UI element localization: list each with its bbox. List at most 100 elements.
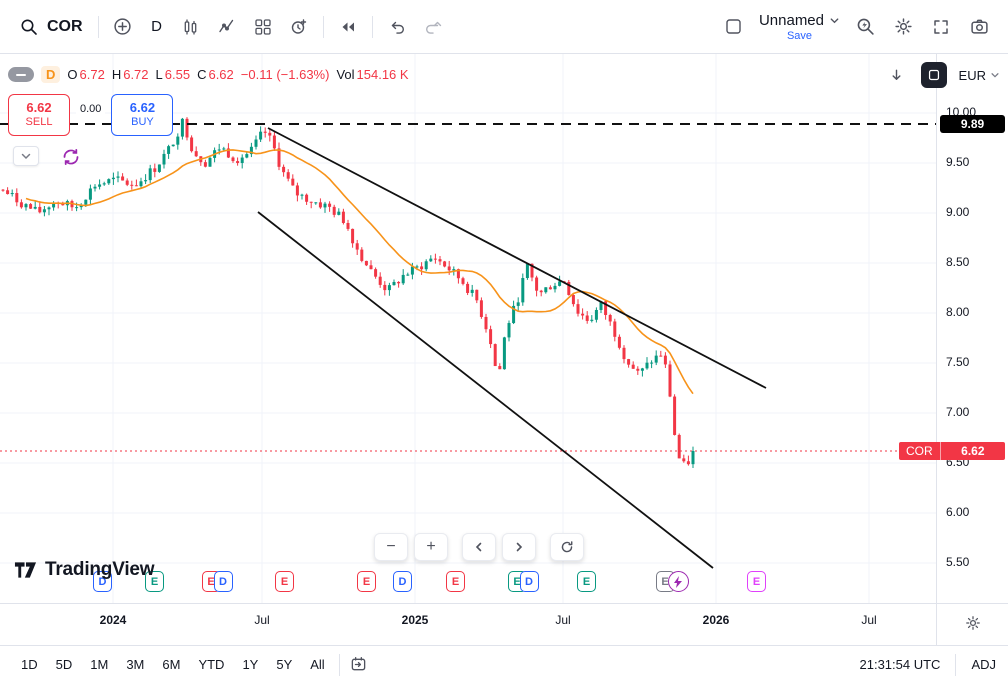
spread-value: 0.00: [76, 102, 106, 116]
event-badge[interactable]: E: [145, 571, 164, 592]
alert-button[interactable]: [282, 10, 316, 44]
top-toolbar: COR D: [0, 0, 1008, 54]
time-axis[interactable]: 2024 Jul 2025 Jul 2026 Jul: [0, 603, 936, 645]
timeline-event[interactable]: E: [446, 571, 465, 592]
pane-controls: EUR: [885, 62, 1000, 88]
event-badge[interactable]: E: [357, 571, 376, 592]
price-label: 7.00: [946, 405, 970, 419]
price-axis[interactable]: 9.89 10.00 9.50 9.00 8.50 8.00 7.50 7.00 6.50 6.…: [936, 54, 1008, 603]
save-layout-square-button[interactable]: [717, 10, 751, 44]
redo-button[interactable]: [416, 10, 450, 44]
tradingview-logo[interactable]: TradingView: [14, 559, 155, 581]
event-badge[interactable]: D: [519, 571, 539, 592]
timeline-event[interactable]: E: [655, 571, 689, 592]
event-badge[interactable]: D: [393, 571, 412, 592]
legend-collapse-button[interactable]: [13, 146, 39, 166]
maximize-pane-button[interactable]: [920, 62, 947, 88]
fullscreen-button[interactable]: [924, 10, 958, 44]
save-layout-button[interactable]: Save: [786, 29, 813, 42]
ohlc-open: O 6.72: [67, 67, 105, 82]
toolbar-right-cluster: Unnamed Save: [717, 10, 996, 44]
scroll-down-button[interactable]: [885, 63, 909, 87]
event-badge[interactable]: D: [93, 571, 112, 592]
gear-icon: [965, 616, 980, 630]
currency-selector[interactable]: EUR: [959, 68, 1000, 83]
symbol-search-button[interactable]: COR: [12, 10, 91, 44]
timeline-event[interactable]: E: [275, 571, 294, 592]
goto-date-button[interactable]: [345, 651, 373, 679]
change-value: −0.11 (−1.63%): [240, 67, 330, 82]
chart-legend: D O 6.72 H 6.72 L 6.55 C 6.62 −0.11 (−1.63%)…: [8, 66, 409, 83]
zoom-in-button[interactable]: +: [414, 533, 448, 561]
replay-button[interactable]: [331, 10, 365, 44]
divider: [97, 15, 99, 38]
layout-menu[interactable]: Unnamed Save: [755, 10, 844, 44]
range-3m[interactable]: 3M: [117, 651, 153, 678]
indicators-button[interactable]: [210, 10, 244, 44]
scroll-left-button[interactable]: [462, 533, 496, 561]
snapshot-button[interactable]: [962, 10, 996, 44]
candlestick-icon: [184, 18, 196, 35]
range-5y[interactable]: 5Y: [267, 651, 301, 678]
sell-button[interactable]: 6.62 SELL: [8, 94, 70, 136]
time-label: Jul: [861, 613, 877, 627]
timeline-event[interactable]: D: [393, 571, 412, 592]
quick-search-button[interactable]: [848, 10, 882, 44]
timeline-event[interactable]: E: [357, 571, 376, 592]
event-badge[interactable]: E: [275, 571, 294, 592]
last-price-label: COR 6.62: [899, 442, 1005, 460]
refresh-icon: [63, 149, 79, 165]
zoom-out-button[interactable]: −: [374, 533, 408, 561]
sell-price: 6.62: [26, 100, 52, 116]
time-label: 2024: [99, 613, 127, 627]
timeline-event[interactable]: E: [747, 571, 766, 592]
chart-style-button[interactable]: [174, 10, 208, 44]
price-label: 9.50: [946, 155, 970, 169]
chevron-left-icon: [475, 542, 482, 552]
range-1m[interactable]: 1M: [81, 651, 117, 678]
timeline-event[interactable]: E: [577, 571, 596, 592]
range-1d[interactable]: 1D: [12, 651, 47, 678]
range-6m[interactable]: 6M: [153, 651, 189, 678]
arrow-down-icon: [892, 69, 901, 80]
legend-collapse-pill[interactable]: [8, 67, 34, 82]
event-badge[interactable]: E: [446, 571, 465, 592]
event-badge[interactable]: E: [577, 571, 596, 592]
price-chart[interactable]: [0, 54, 936, 603]
interval-button[interactable]: D: [142, 10, 172, 44]
time-label: Jul: [555, 613, 571, 627]
settings-button[interactable]: [886, 10, 920, 44]
price-label: 9.00: [946, 205, 970, 219]
buy-button[interactable]: 6.62 BUY: [111, 94, 174, 136]
chevron-down-icon: [991, 73, 999, 78]
adjust-toggle[interactable]: ADJ: [971, 657, 996, 672]
range-all[interactable]: All: [301, 651, 333, 678]
range-5d[interactable]: 5D: [47, 651, 82, 678]
timeline-event[interactable]: D: [93, 571, 112, 592]
range-1y[interactable]: 1Y: [233, 651, 267, 678]
range-ytd[interactable]: YTD: [189, 651, 233, 678]
event-badge[interactable]: E: [747, 571, 766, 592]
undo-icon: [391, 21, 404, 34]
event-badge[interactable]: D: [213, 571, 233, 592]
reset-chart-button[interactable]: [550, 533, 584, 561]
sync-refresh-button[interactable]: [58, 144, 84, 170]
last-price-value: 6.62: [961, 444, 985, 458]
logo-text: TradingView: [45, 559, 155, 580]
layout-grid-button[interactable]: [246, 10, 280, 44]
compare-add-button[interactable]: [106, 10, 140, 44]
legend-interval-badge[interactable]: D: [41, 66, 61, 83]
timezone-clock[interactable]: 21:31:54 UTC: [859, 657, 941, 672]
scroll-right-button[interactable]: [502, 533, 536, 561]
price-level-marker: 9.89: [940, 115, 1005, 133]
undo-button[interactable]: [380, 10, 414, 44]
divider: [955, 653, 957, 676]
lightning-icon[interactable]: [667, 571, 689, 592]
ohlc-high: H 6.72: [111, 67, 149, 82]
price-label: 8.00: [946, 305, 970, 319]
timeline-event[interactable]: E: [145, 571, 164, 592]
scales-settings-button[interactable]: [962, 612, 984, 634]
